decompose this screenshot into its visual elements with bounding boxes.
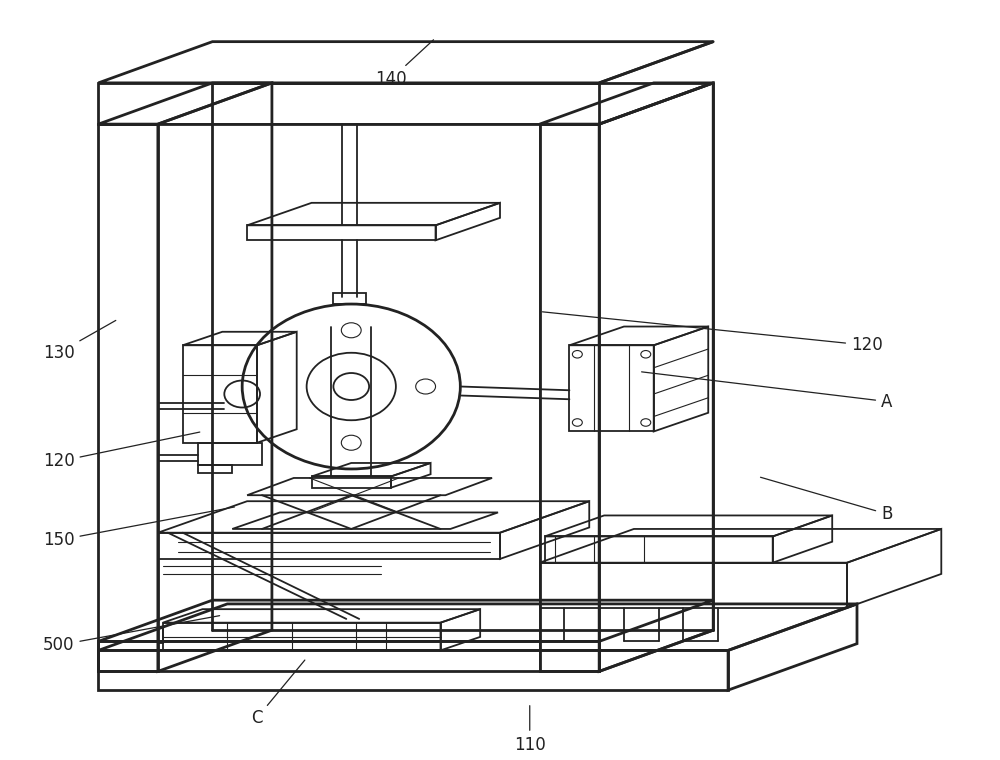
- Text: 120: 120: [542, 312, 883, 354]
- Text: 110: 110: [514, 705, 546, 754]
- Text: C: C: [251, 660, 305, 727]
- Text: A: A: [642, 372, 892, 410]
- Text: 150: 150: [43, 507, 234, 549]
- Text: B: B: [761, 477, 892, 523]
- Text: 140: 140: [375, 40, 433, 88]
- Text: 120: 120: [43, 432, 200, 470]
- Text: 500: 500: [43, 616, 220, 654]
- Text: 130: 130: [43, 321, 116, 362]
